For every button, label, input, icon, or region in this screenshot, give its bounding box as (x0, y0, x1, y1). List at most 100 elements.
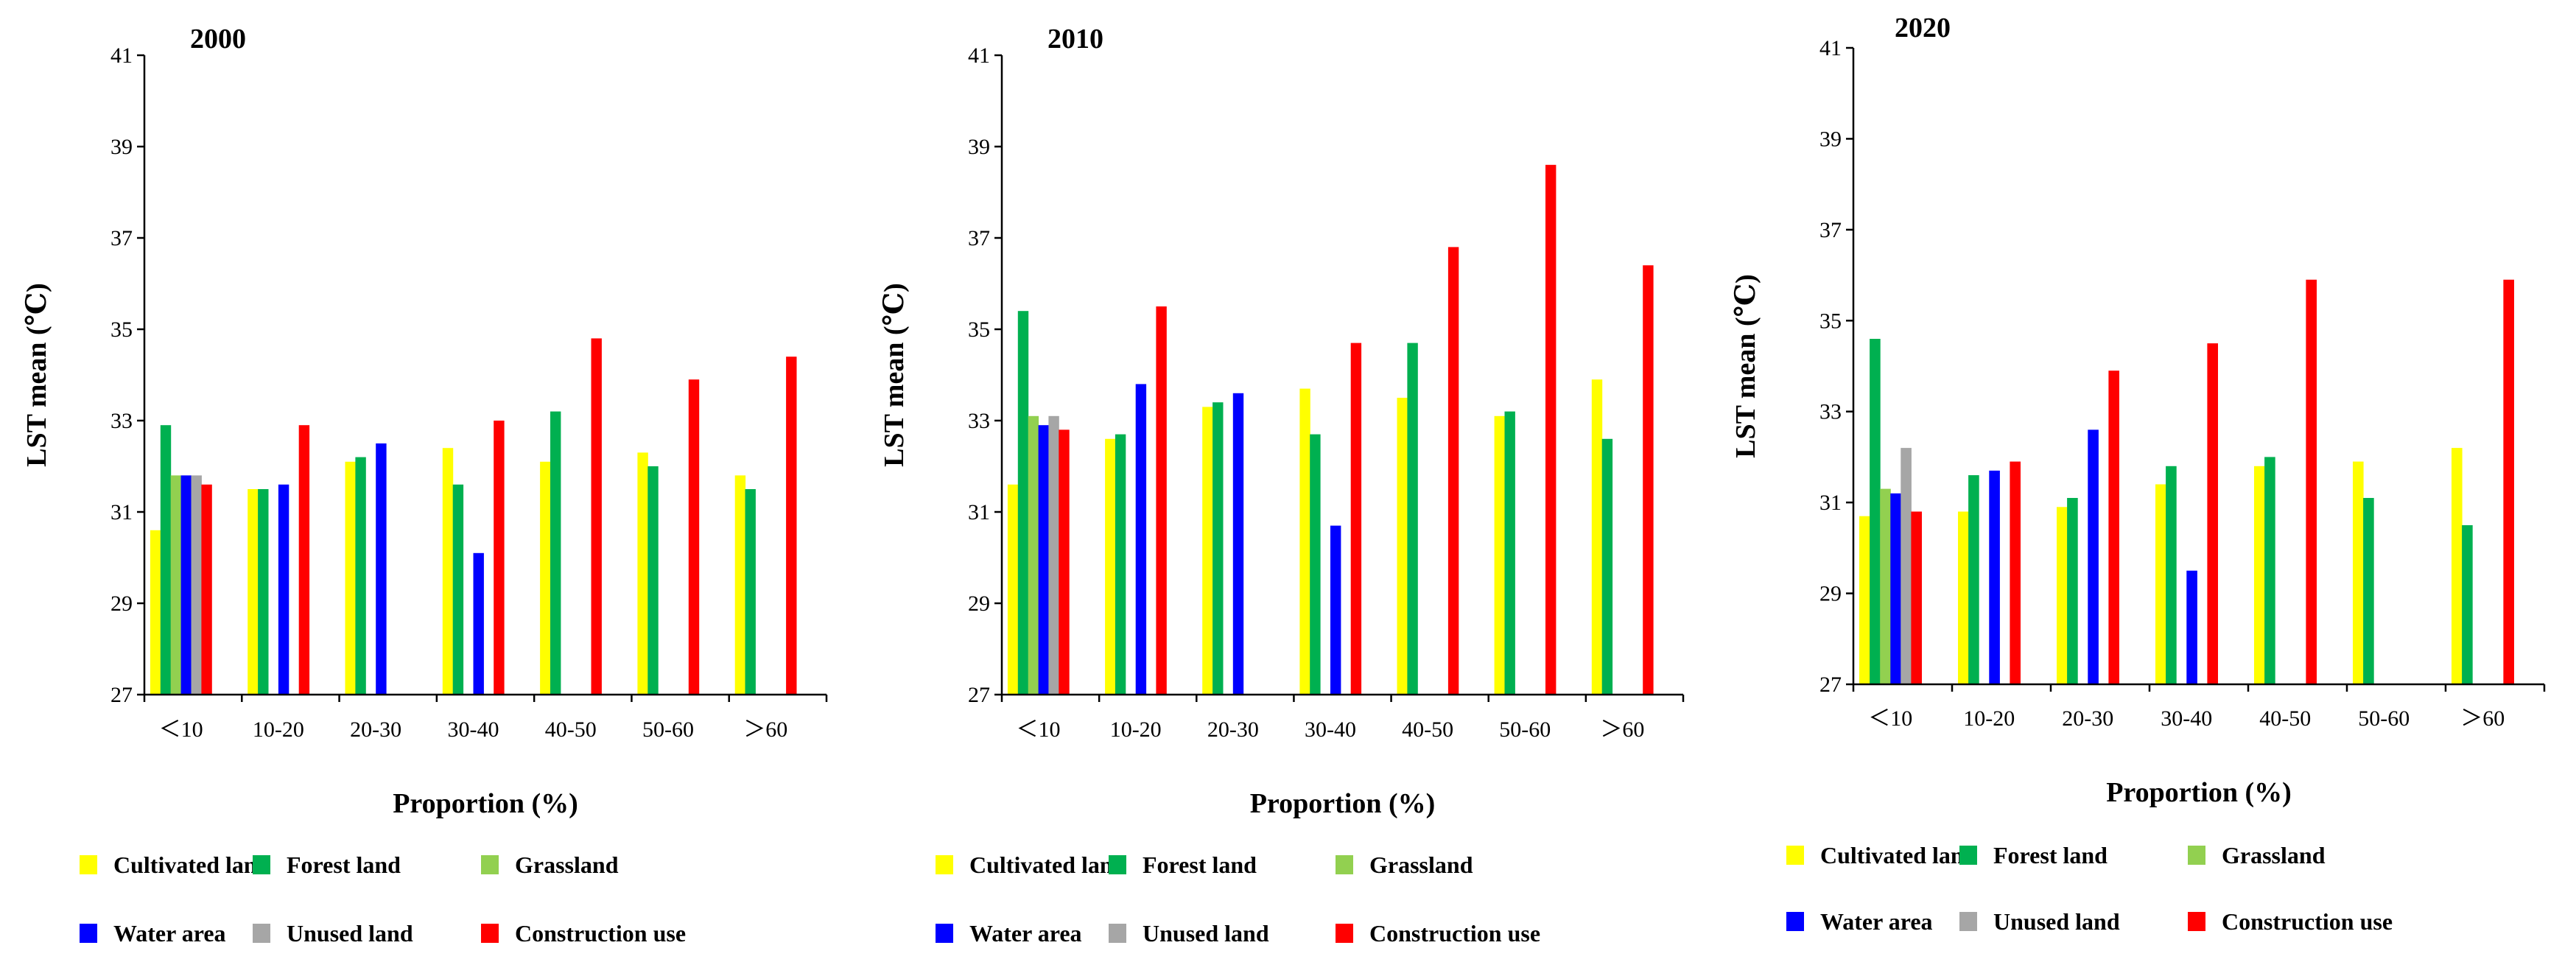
legend-label: Grassland (515, 852, 619, 878)
x-category-label: 40-50 (2259, 706, 2311, 731)
bar-water-area-0 (1038, 425, 1049, 695)
bar-water-area-1 (1135, 384, 1147, 695)
y-tick-label: 29 (1819, 582, 1842, 606)
y-tick-label: 31 (968, 500, 990, 524)
bar-water-area-3 (1330, 525, 1341, 695)
x-axis-title: Proportion (%) (2106, 777, 2292, 808)
y-tick-label: 39 (110, 135, 133, 159)
legend-label: Cultivated land (1820, 842, 1977, 868)
bar-cultivated-land-1 (1105, 438, 1116, 695)
legend-label: Construction use (515, 920, 686, 947)
bar-forest-land-4 (550, 411, 561, 695)
x-category-label: 50-60 (2358, 706, 2410, 731)
bar-construction-use-0 (1059, 429, 1070, 695)
legend-swatch (253, 924, 270, 943)
bar-water-area-3 (2186, 570, 2197, 684)
bar-construction-use-6 (786, 357, 797, 695)
bar-cultivated-land-3 (442, 448, 454, 695)
chart-panel-2020: 2020 27 29 31 33 35 37 39 41 ＜10 10-20 20-30 30-40 40… (1730, 13, 2546, 935)
bar-forest-land-0 (1017, 311, 1029, 695)
bar-forest-land-5 (2363, 498, 2374, 684)
legend-swatch (253, 855, 270, 874)
legend-swatch (936, 924, 953, 943)
bar-water-area-0 (1890, 493, 1901, 684)
legend-swatch (1109, 924, 1126, 943)
y-tick-label: 33 (110, 409, 133, 433)
legend-label: Grassland (2222, 842, 2326, 868)
bar-construction-use-1 (298, 425, 310, 695)
legend-label: Water area (113, 920, 226, 947)
bar-grassland-0 (1880, 488, 1891, 684)
bar-cultivated-land-1 (1958, 511, 1969, 684)
bar-forest-land-5 (647, 466, 659, 695)
y-tick-label: 33 (968, 409, 990, 433)
bar-cultivated-land-1 (248, 489, 259, 695)
legend-label: Cultivated land (969, 852, 1126, 878)
legend-label: Water area (1820, 908, 1933, 935)
legend-swatch (481, 924, 499, 943)
legend-swatch (936, 855, 953, 874)
x-category-label: ＞60 (743, 717, 787, 742)
legend-label: Forest land (1143, 852, 1257, 878)
bar-grassland-0 (170, 475, 182, 695)
legend-label: Unused land (287, 920, 413, 947)
bar-construction-use-6 (2503, 279, 2514, 684)
bar-construction-use-5 (688, 379, 700, 695)
bar-construction-use-3 (494, 421, 505, 695)
y-tick-label: 37 (110, 226, 133, 250)
legend-swatch (80, 924, 97, 943)
bar-cultivated-land-3 (2155, 484, 2166, 684)
bar-water-area-2 (1232, 393, 1244, 695)
bar-construction-use-4 (591, 338, 602, 695)
y-tick-label: 33 (1819, 400, 1842, 424)
x-category-label: 20-30 (1207, 717, 1259, 742)
legend-label: Construction use (1369, 920, 1540, 947)
bar-cultivated-land-4 (540, 461, 551, 695)
legend-label: Forest land (287, 852, 401, 878)
bar-construction-use-3 (1350, 343, 1362, 695)
bar-unused-land-0 (191, 475, 202, 695)
y-tick-label: 35 (968, 317, 990, 342)
bar-construction-use-6 (1643, 265, 1654, 695)
bar-forest-land-5 (1504, 411, 1515, 695)
x-category-label: ＞60 (2460, 706, 2505, 731)
bar-construction-use-0 (201, 484, 212, 695)
bar-cultivated-land-2 (345, 461, 356, 695)
legend-label: Cultivated land (113, 852, 270, 878)
legend-label: Water area (969, 920, 1082, 947)
legend-swatch (1959, 912, 1977, 931)
chart-title: 2000 (190, 24, 246, 55)
legend-swatch (1336, 855, 1353, 874)
legend-label: Construction use (2222, 908, 2393, 935)
legend-swatch (1336, 924, 1353, 943)
x-category-label: 20-30 (2062, 706, 2113, 731)
x-category-label: 20-30 (350, 717, 401, 742)
y-tick-label: 31 (110, 500, 133, 524)
legend-label: Grassland (1369, 852, 1473, 878)
legend-swatch (2188, 846, 2205, 865)
y-tick-label: 29 (110, 591, 133, 616)
bar-construction-use-5 (1545, 164, 1557, 695)
bar-forest-land-2 (2067, 498, 2078, 684)
bar-forest-land-3 (452, 484, 464, 695)
bar-cultivated-land-6 (2452, 448, 2463, 684)
bar-cultivated-land-0 (150, 530, 161, 695)
x-axis-title: Proportion (%) (393, 788, 578, 819)
x-category-label: 30-40 (447, 717, 499, 742)
bar-construction-use-2 (2108, 371, 2119, 684)
y-tick-label: 39 (968, 135, 990, 159)
bar-construction-use-1 (1156, 306, 1167, 695)
y-tick-label: 29 (968, 591, 990, 616)
x-category-label: 30-40 (2161, 706, 2212, 731)
bar-forest-land-0 (160, 425, 172, 695)
bar-cultivated-land-0 (1007, 484, 1019, 695)
bar-cultivated-land-2 (1202, 407, 1213, 695)
legend-swatch (1786, 912, 1804, 931)
bar-construction-use-3 (2207, 343, 2218, 684)
chart-panel-2000: 2000 27 29 31 33 35 37 39 41 ＜10 10-20 20-30 30-40 40… (21, 24, 828, 947)
legend-swatch (80, 855, 97, 874)
legend-swatch (481, 855, 499, 874)
bar-construction-use-0 (1911, 511, 1922, 684)
y-tick-label: 39 (1819, 127, 1842, 151)
